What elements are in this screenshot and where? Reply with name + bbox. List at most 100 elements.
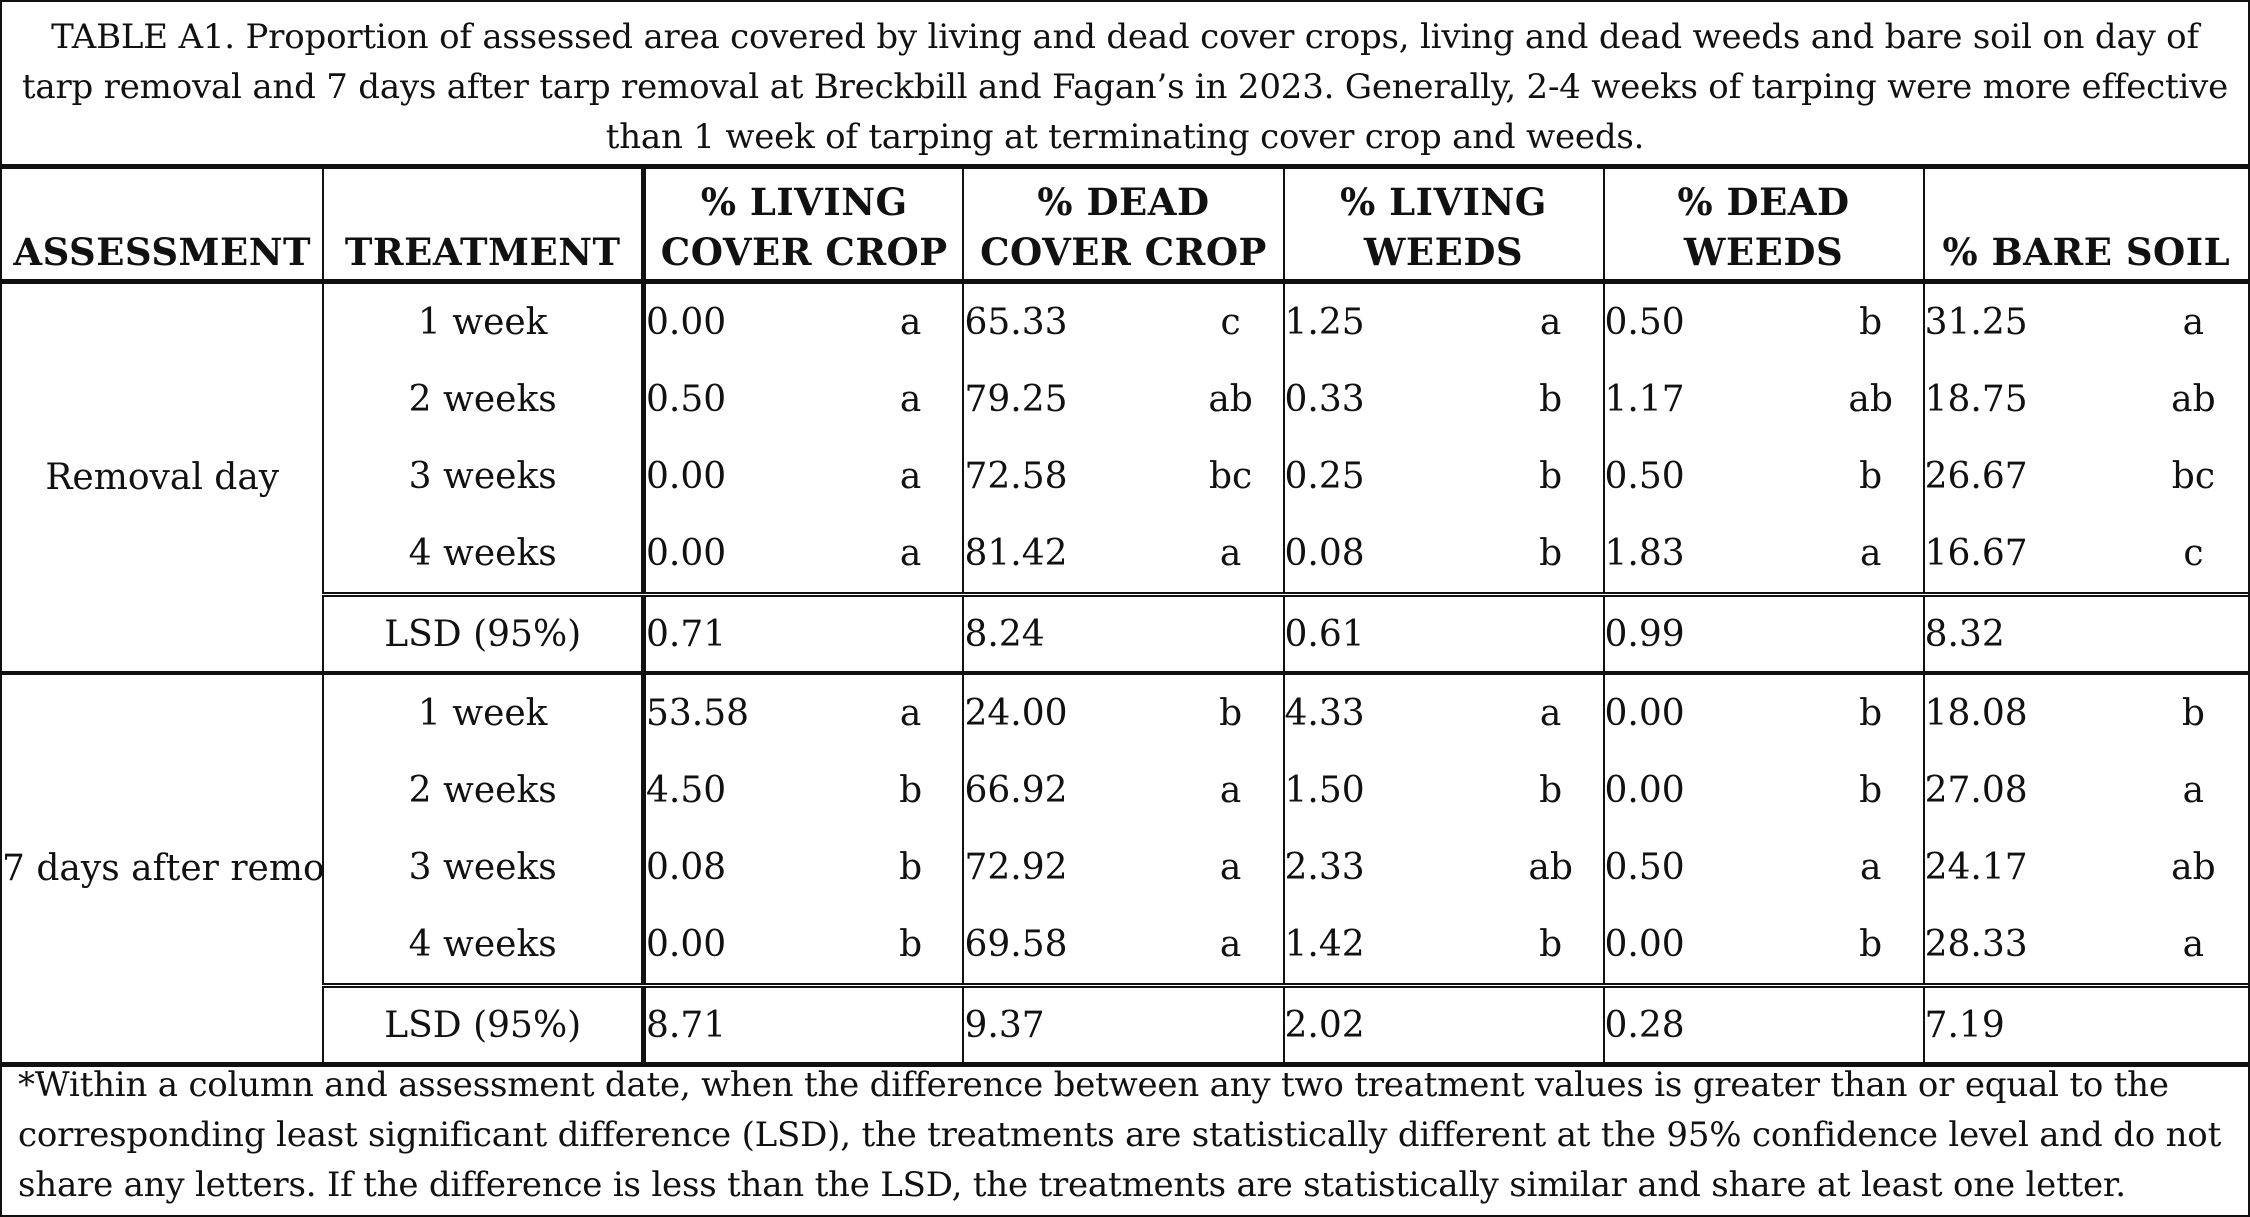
bare-soil-value: 16.67 — [1924, 533, 2028, 574]
treatment-cell: 2 weeks — [323, 361, 646, 438]
table-row: 3 weeks 0.00 a 72.58 bc 0.25 b 0.50 b 26.67 bc — [2, 438, 2248, 515]
living-cover-crop-value: 0.00 — [645, 533, 727, 574]
living-weeds-value: 1.25 — [1284, 302, 1365, 343]
dead-cover-crop-value: 79.25 — [964, 379, 1068, 420]
bare-soil-letter: a — [2182, 770, 2205, 811]
dead-cover-crop-letter: c — [1178, 281, 1285, 361]
bare-soil-value: 24.17 — [1924, 847, 2028, 888]
bare-soil-letter: bc — [2171, 456, 2216, 497]
dead-weeds-letter: b — [1818, 906, 1925, 986]
dead-weeds-value: 0.50 — [1604, 456, 1685, 497]
table-row: 3 weeks 0.08 b 72.92 a 2.33 ab 0.50 a 24.17 ab — [2, 829, 2248, 906]
results-table: ASSESSMENT TREATMENT % LIVING COVER CROP… — [2, 164, 2248, 1067]
dead-weeds-letter: a — [1818, 515, 1925, 595]
treatment-cell: 4 weeks — [323, 515, 646, 595]
dead-cover-crop-letter: a — [1178, 515, 1285, 595]
treatment-cell: 3 weeks — [323, 829, 646, 906]
living-weeds-value: 2.33 — [1284, 847, 1365, 888]
living-cover-crop-value: 4.50 — [645, 770, 727, 811]
lsd-living-cover-crop-value: 0.71 — [643, 592, 965, 675]
living-weeds-value: 4.33 — [1284, 693, 1365, 734]
living-cover-crop-letter: a — [858, 515, 965, 595]
header-living-weeds: % LIVING WEEDS — [1283, 166, 1605, 284]
header-row: ASSESSMENT TREATMENT % LIVING COVER CROP… — [2, 166, 2248, 284]
living-weeds-letter: b — [1498, 515, 1605, 595]
living-cover-crop-letter: b — [858, 752, 965, 829]
table-body: Removal day 1 week 0.00 a 65.33 c 1.25 a 0.50 b 31… — [2, 281, 2248, 1067]
lsd-bare-soil-value: 8.32 — [1923, 592, 2248, 675]
bare-soil-letter: a — [2182, 924, 2205, 965]
table-footnote: *Within a column and assessment date, wh… — [18, 1065, 2222, 1205]
bare-soil-value: 27.08 — [1924, 770, 2028, 811]
dead-cover-crop-letter: ab — [1178, 361, 1285, 438]
bare-soil-value: 31.25 — [1924, 302, 2028, 343]
dead-weeds-value: 0.00 — [1604, 924, 1685, 965]
living-weeds-letter: b — [1498, 361, 1605, 438]
dead-weeds-letter: ab — [1818, 361, 1925, 438]
table-row: 7 days after removal1 week53.58a24.00b4.… — [2, 673, 2248, 1067]
lsd-dead-weeds-value: 0.99 — [1603, 592, 1925, 675]
lsd-row: LSD (95%) 8.71 9.37 2.02 0.28 7.19 — [2, 983, 2248, 1067]
lsd-row: LSD (95%) 0.71 8.24 0.61 0.99 8.32 — [2, 592, 2248, 675]
table-row: 4 weeks 0.00 a 81.42 a 0.08 b 1.83 a 16.67 c — [2, 515, 2248, 595]
assessment-cell: Removal day — [2, 281, 325, 675]
dead-weeds-value: 0.50 — [1604, 302, 1685, 343]
dead-cover-crop-value: 72.92 — [964, 847, 1068, 888]
living-weeds-value: 0.25 — [1284, 456, 1365, 497]
dead-weeds-letter: a — [1818, 829, 1925, 906]
dead-cover-crop-value: 72.58 — [964, 456, 1068, 497]
dead-weeds-value: 1.83 — [1604, 533, 1685, 574]
living-cover-crop-value: 53.58 — [645, 693, 750, 734]
bare-soil-letter: ab — [2171, 847, 2216, 888]
treatment-cell: 3 weeks — [323, 438, 646, 515]
header-treatment: TREATMENT — [323, 166, 646, 284]
living-cover-crop-letter: a — [858, 361, 965, 438]
dead-cover-crop-value: 69.58 — [964, 924, 1068, 965]
dead-cover-crop-letter: a — [1178, 906, 1285, 986]
living-cover-crop-letter: a — [858, 673, 965, 752]
header-living-cover-crop: % LIVING COVER CROP — [643, 166, 965, 284]
table-row: 4 weeks 0.00 b 69.58 a 1.42 b 0.00 b 28.33 a — [2, 906, 2248, 986]
lsd-dead-cover-crop-value: 8.24 — [963, 592, 1285, 675]
living-cover-crop-letter: b — [858, 906, 965, 986]
dead-weeds-value: 1.17 — [1604, 379, 1685, 420]
dead-weeds-letter: b — [1818, 281, 1925, 361]
dead-weeds-value: 0.50 — [1604, 847, 1685, 888]
header-bare-soil: % BARE SOIL — [1923, 166, 2248, 284]
dead-weeds-value: 0.00 — [1604, 770, 1685, 811]
dead-cover-crop-value: 65.33 — [964, 302, 1068, 343]
living-weeds-value: 0.33 — [1284, 379, 1365, 420]
bare-soil-value: 18.08 — [1924, 693, 2028, 734]
header-assessment: ASSESSMENT — [2, 166, 325, 284]
header-dead-cover-crop: % DEAD COVER CROP — [963, 166, 1285, 284]
living-cover-crop-letter: b — [858, 829, 965, 906]
living-cover-crop-letter: a — [858, 438, 965, 515]
dead-cover-crop-letter: a — [1178, 829, 1285, 906]
table-row: 2 weeks 4.50 b 66.92 a 1.50 b 0.00 b 27.08 a — [2, 752, 2248, 829]
living-weeds-letter: a — [1498, 673, 1605, 752]
bare-soil-letter: b — [2181, 693, 2205, 734]
dead-cover-crop-letter: b — [1178, 673, 1285, 752]
dead-weeds-letter: b — [1818, 673, 1925, 752]
dead-cover-crop-value: 24.00 — [964, 693, 1068, 734]
dead-cover-crop-letter: bc — [1178, 438, 1285, 515]
living-weeds-letter: b — [1498, 438, 1605, 515]
bare-soil-letter: ab — [2171, 379, 2216, 420]
lsd-living-weeds-value: 0.61 — [1283, 592, 1605, 675]
assessment-cell: 7 days after removal — [2, 673, 325, 1067]
dead-weeds-letter: b — [1818, 438, 1925, 515]
dead-weeds-letter: b — [1818, 752, 1925, 829]
lsd-living-cover-crop-value: 8.71 — [643, 983, 965, 1067]
table-caption: TABLE A1. Proportion of assessed area co… — [21, 17, 2229, 157]
living-weeds-letter: a — [1498, 281, 1605, 361]
living-weeds-letter: b — [1498, 752, 1605, 829]
header-dead-weeds: % DEAD WEEDS — [1603, 166, 1925, 284]
living-cover-crop-value: 0.08 — [645, 847, 727, 888]
dead-cover-crop-letter: a — [1178, 752, 1285, 829]
lsd-living-weeds-value: 2.02 — [1283, 983, 1605, 1067]
treatment-cell: 2 weeks — [323, 752, 646, 829]
living-weeds-letter: b — [1498, 906, 1605, 986]
dead-weeds-value: 0.00 — [1604, 693, 1685, 734]
bare-soil-value: 18.75 — [1924, 379, 2028, 420]
lsd-dead-weeds-value: 0.28 — [1603, 983, 1925, 1067]
